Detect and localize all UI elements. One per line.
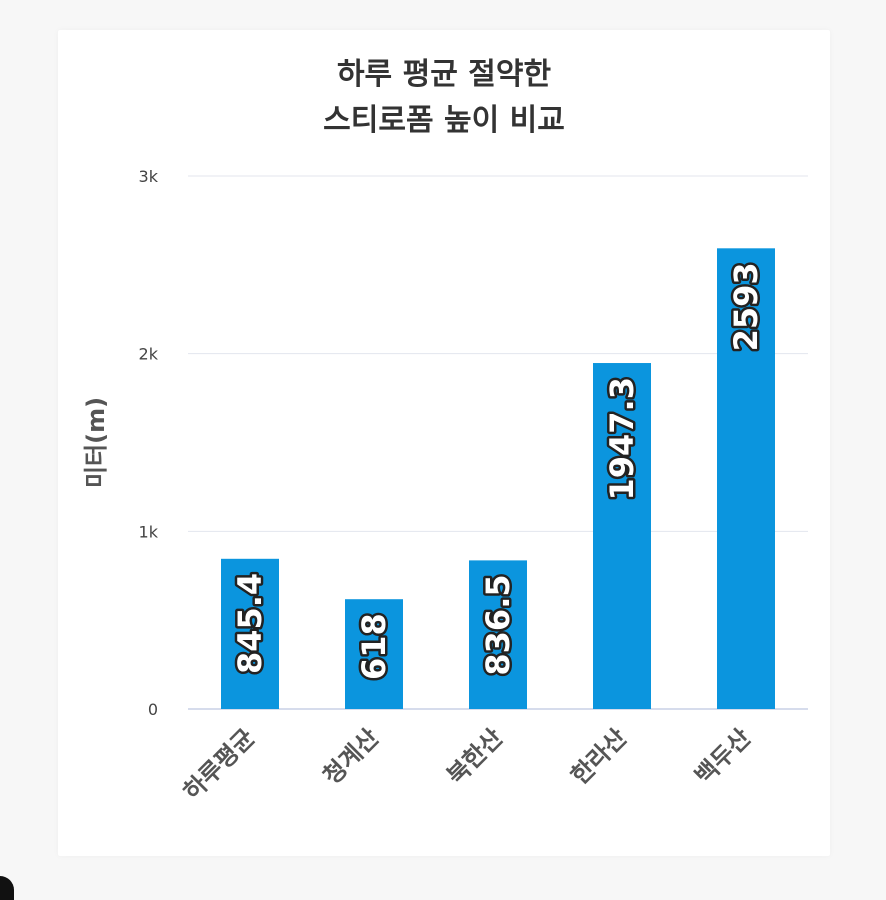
chart-title-line-2: 스티로폼 높이 비교: [323, 103, 565, 138]
chart-card: [58, 30, 830, 856]
bar: [345, 599, 403, 709]
bar-value-label: 618: [355, 613, 393, 680]
chart-title-line-1: 하루 평균 절약한: [336, 57, 552, 92]
y-tick-label: 1k: [139, 522, 159, 541]
bar: [717, 248, 775, 709]
bar: [469, 560, 527, 709]
y-axis-ticks: 0 1k 2k 3k: [139, 167, 159, 719]
x-axis-ticks: 하루평균 청계산 북한산 한라산 백두산: [178, 723, 756, 805]
y-tick-label: 2k: [139, 345, 159, 364]
y-tick-label: 0: [148, 700, 158, 719]
x-tick-label: 한라산: [566, 723, 633, 790]
y-axis-label: 미터(m): [82, 397, 110, 488]
chart-title: 하루 평균 절약한 스티로폼 높이 비교: [58, 52, 830, 144]
bar: [221, 558, 279, 709]
bar-value-label: 836.5: [479, 574, 517, 675]
x-tick-label: 하루평균: [178, 723, 260, 805]
bar: [593, 363, 651, 709]
x-tick-label: 청계산: [318, 723, 385, 790]
window-corner: [0, 876, 14, 900]
bar-value-label: 1947.3: [603, 377, 641, 500]
y-tick-label: 3k: [139, 167, 159, 186]
x-tick-label: 북한산: [442, 723, 509, 790]
bars: [221, 248, 775, 709]
x-tick-label: 백두산: [690, 723, 757, 790]
bar-value-label: 845.4: [231, 573, 269, 674]
value-labels: 845.4 618 836.5 1947.3 2593: [229, 260, 768, 683]
bar-value-label: 2593: [727, 262, 765, 351]
